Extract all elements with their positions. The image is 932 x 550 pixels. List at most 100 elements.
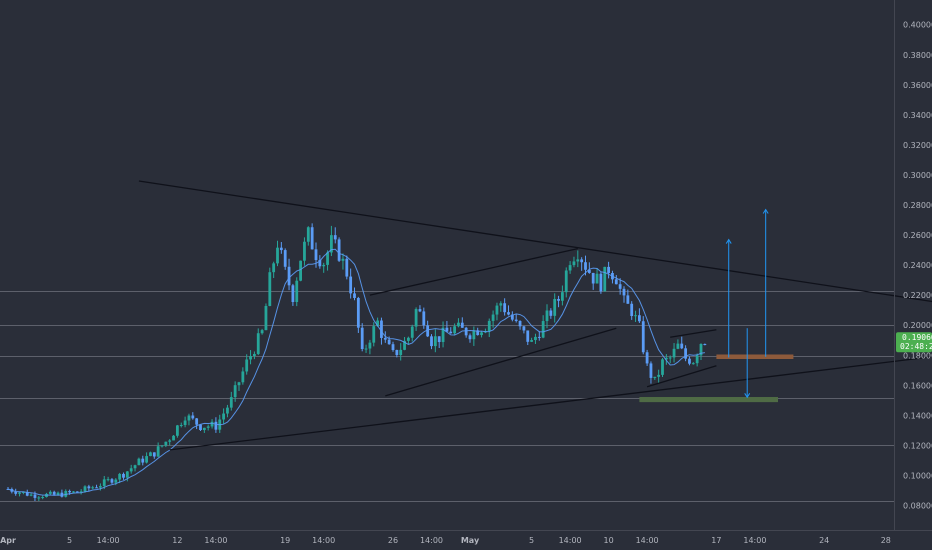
candle-body [345,258,349,277]
candle-body [657,374,661,377]
candle-body [222,413,225,420]
time-tick-label: 5 [67,536,72,545]
candle-body [691,363,695,365]
candle-body [29,494,33,496]
candle-body [353,293,356,298]
trendline [369,247,578,296]
candle-body [468,335,472,340]
candle-body [618,284,622,289]
candle-body [518,320,522,327]
candlesticks [6,223,707,502]
candle-body [395,349,399,356]
candle-body [279,247,283,251]
candle-body [152,452,156,457]
candle-body [668,357,672,359]
candle-body [229,397,233,408]
candle-body [56,492,60,495]
candle-body [514,319,518,321]
projection-arrowhead [725,238,732,244]
candle-body [249,356,252,360]
candle-body [233,385,237,398]
candle-body [99,486,102,488]
candle-body [214,421,218,430]
time-tick-label: 19 [280,536,290,545]
candle-body [445,327,449,332]
time-tick-label: Apr [0,536,16,545]
candle-body [210,421,214,427]
candle-body [337,239,341,261]
candle-body [587,269,591,273]
candle-body [534,336,537,341]
candle-body [460,322,464,328]
candle-body [541,321,545,338]
candle-body [237,382,241,386]
candle-body [491,314,495,321]
time-tick-label: 14:00 [559,536,582,545]
candle-body [383,337,387,340]
candle-body [48,491,52,494]
projection-arrowhead [762,208,769,214]
candle-body [349,276,353,294]
candle-body [60,492,64,497]
candle-body [110,479,114,483]
candle-body [584,262,587,270]
candle-body [125,471,129,478]
candle-body [622,288,626,296]
time-tick-label: 14:00 [204,536,227,545]
price-zone [639,397,778,403]
candle-body [599,273,603,292]
candle-body [695,355,699,364]
candle-body [476,330,480,336]
candle-body [449,331,453,334]
time-axis[interactable]: Apr 5 14:00 12 14:00 19 14:00 26 14:00 May 5 14:00 1… [0,536,932,545]
candle-body [164,441,168,446]
price-tick-label: 0.40000 [903,21,932,30]
candle-body [133,465,137,469]
candle-body [333,235,337,240]
candle-body [507,312,510,315]
time-tick-label: 26 [388,536,398,545]
candle-body [191,415,195,419]
time-tick-label: 17 [711,536,721,545]
candle-body [645,352,649,364]
candle-body [25,491,29,496]
time-tick-label: 28 [881,536,891,545]
candle-body [87,486,91,489]
candle-body [672,348,676,358]
candle-body [664,357,668,360]
candle-body [168,440,172,442]
candle-body [75,491,79,493]
candle-body [306,227,310,242]
projection-arrows [725,208,769,399]
candle-body [33,494,37,498]
candle-body [37,497,41,499]
candle-body [553,298,557,316]
current-price-tag: 0.19066 02:48:26 [896,332,932,353]
current-price-tag-bg [896,332,932,353]
candle-body [495,305,499,315]
candle-body [145,456,148,463]
candle-body [688,358,691,364]
candle-body [95,487,98,489]
candle-body [530,340,533,342]
candle-body [464,327,468,336]
candle-body [118,473,122,480]
candle-body [52,491,56,495]
candle-body [614,279,618,285]
candle-body [141,458,145,463]
candle-body [264,305,268,331]
candle-body [510,314,514,320]
candle-body [83,486,87,492]
candle-body [18,492,21,494]
